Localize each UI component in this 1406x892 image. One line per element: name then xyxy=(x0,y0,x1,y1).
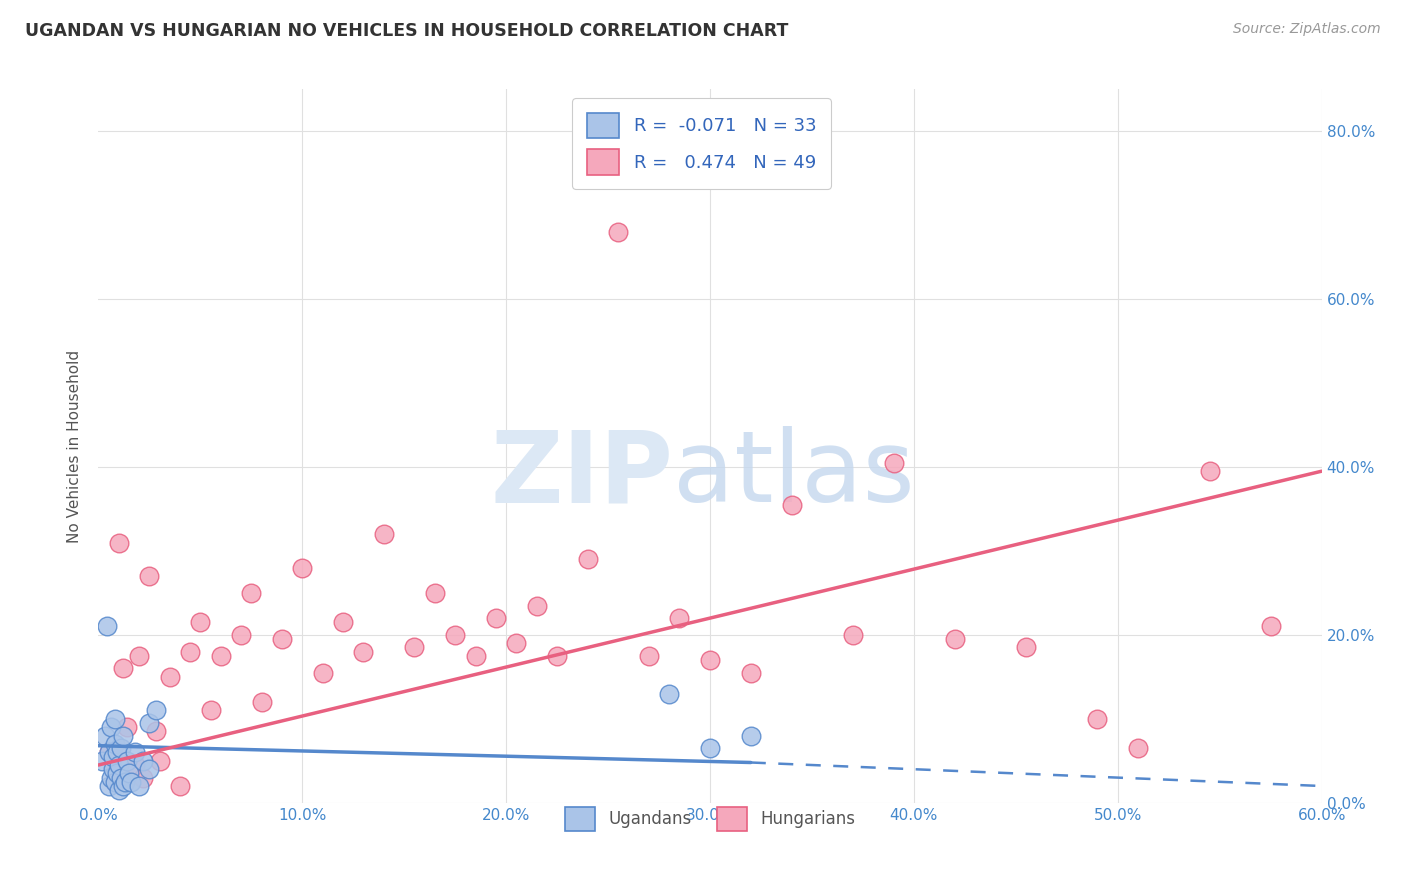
Point xyxy=(111,661,134,675)
Point xyxy=(138,569,160,583)
Point xyxy=(780,498,803,512)
Point xyxy=(231,628,253,642)
Point xyxy=(485,611,508,625)
Point xyxy=(138,716,160,731)
Legend: Ugandans, Hungarians: Ugandans, Hungarians xyxy=(555,797,865,841)
Point xyxy=(576,552,599,566)
Point xyxy=(1085,712,1108,726)
Point xyxy=(114,774,136,789)
Point xyxy=(96,619,118,633)
Point xyxy=(1260,619,1282,633)
Point xyxy=(145,724,167,739)
Point xyxy=(1198,464,1220,478)
Point xyxy=(128,648,150,663)
Point xyxy=(291,560,314,574)
Point xyxy=(91,754,114,768)
Point xyxy=(111,779,134,793)
Point xyxy=(108,758,131,772)
Point xyxy=(943,632,966,646)
Point xyxy=(104,712,127,726)
Point xyxy=(179,645,201,659)
Point xyxy=(159,670,181,684)
Point xyxy=(240,586,263,600)
Point xyxy=(108,535,131,549)
Point xyxy=(118,766,141,780)
Point xyxy=(209,648,232,663)
Point xyxy=(740,665,762,680)
Point xyxy=(423,586,446,600)
Point xyxy=(607,225,630,239)
Text: Source: ZipAtlas.com: Source: ZipAtlas.com xyxy=(1233,22,1381,37)
Point xyxy=(101,762,124,776)
Point xyxy=(97,746,120,760)
Point xyxy=(1128,741,1150,756)
Point xyxy=(312,665,335,680)
Point xyxy=(105,746,128,760)
Point xyxy=(270,632,294,646)
Y-axis label: No Vehicles in Household: No Vehicles in Household xyxy=(67,350,83,542)
Point xyxy=(132,771,155,785)
Point xyxy=(464,648,486,663)
Point xyxy=(108,783,131,797)
Point xyxy=(188,615,212,630)
Point xyxy=(404,640,426,655)
Point xyxy=(149,754,172,768)
Point xyxy=(169,779,191,793)
Point xyxy=(637,648,661,663)
Point xyxy=(100,771,122,785)
Point xyxy=(97,746,120,760)
Point xyxy=(699,741,721,756)
Text: atlas: atlas xyxy=(673,426,915,523)
Point xyxy=(128,779,150,793)
Point xyxy=(104,774,127,789)
Point xyxy=(373,527,395,541)
Point xyxy=(115,720,138,734)
Point xyxy=(145,703,167,717)
Point xyxy=(658,687,681,701)
Point xyxy=(104,774,127,789)
Point xyxy=(138,762,160,776)
Point xyxy=(200,703,222,717)
Point xyxy=(1015,640,1038,655)
Point xyxy=(740,729,762,743)
Point xyxy=(841,628,863,642)
Point xyxy=(332,615,354,630)
Point xyxy=(699,653,721,667)
Point xyxy=(505,636,527,650)
Point xyxy=(546,648,568,663)
Text: UGANDAN VS HUNGARIAN NO VEHICLES IN HOUSEHOLD CORRELATION CHART: UGANDAN VS HUNGARIAN NO VEHICLES IN HOUS… xyxy=(25,22,789,40)
Point xyxy=(104,737,127,751)
Point xyxy=(352,645,374,659)
Point xyxy=(124,758,146,772)
Point xyxy=(883,456,905,470)
Point xyxy=(526,599,548,613)
Point xyxy=(100,720,122,734)
Point xyxy=(93,729,115,743)
Point xyxy=(110,771,132,785)
Point xyxy=(105,766,128,780)
Point xyxy=(101,749,124,764)
Point xyxy=(250,695,273,709)
Point xyxy=(97,779,120,793)
Text: ZIP: ZIP xyxy=(491,426,673,523)
Point xyxy=(124,746,146,760)
Point xyxy=(115,754,138,768)
Point xyxy=(444,628,467,642)
Point xyxy=(668,611,690,625)
Point xyxy=(111,729,134,743)
Point xyxy=(132,754,155,768)
Point xyxy=(120,774,142,789)
Point xyxy=(110,741,132,756)
